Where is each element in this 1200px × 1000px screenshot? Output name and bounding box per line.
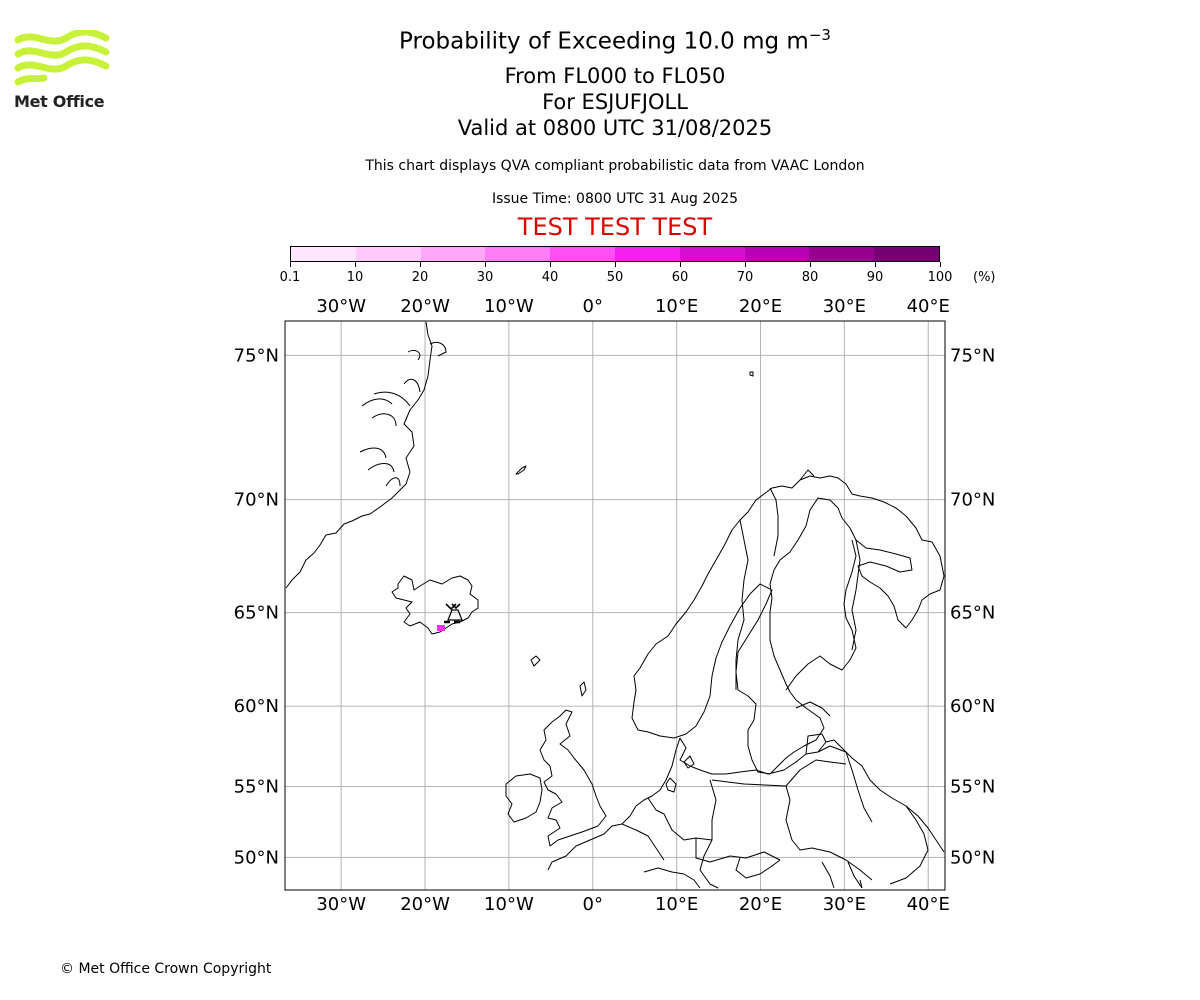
logo-wordmark: Met Office bbox=[14, 92, 105, 111]
colorbar-tick-label: 100 bbox=[927, 270, 953, 285]
colorbar-segment bbox=[355, 247, 421, 261]
colorbar-tick bbox=[744, 262, 746, 267]
colorbar-tick bbox=[354, 262, 356, 267]
latitude-label: 70°N bbox=[950, 490, 995, 511]
longitude-labels-top: 30°W 20°W 10°W 0° 10°E 20°E 30°E 40°E bbox=[316, 296, 950, 317]
longitude-label: 20°E bbox=[739, 296, 782, 317]
colorbar-segment bbox=[614, 247, 680, 261]
colorbar-segment bbox=[809, 247, 875, 261]
colorbar-tick-label: 40 bbox=[541, 270, 559, 285]
colorbar-segment bbox=[679, 247, 745, 261]
great-britain-coastline bbox=[539, 709, 607, 847]
test-banner: TEST TEST TEST bbox=[517, 213, 713, 241]
longitude-label: 10°E bbox=[655, 296, 698, 317]
colorbar-tick bbox=[289, 262, 291, 267]
latitude-label: 65°N bbox=[234, 603, 279, 624]
latitude-label: 50°N bbox=[234, 847, 279, 868]
colorbar-tick bbox=[614, 262, 616, 267]
colorbar-tick bbox=[874, 262, 876, 267]
longitude-label: 10°E bbox=[655, 894, 698, 915]
longitude-label: 30°E bbox=[823, 894, 866, 915]
colorbar-tick-label: 80 bbox=[801, 270, 819, 285]
colorbar-tick bbox=[549, 262, 551, 267]
graticule bbox=[285, 321, 945, 890]
latitude-label: 60°N bbox=[950, 696, 995, 717]
longitude-label: 30°W bbox=[316, 894, 366, 915]
volcano-symbol bbox=[444, 603, 463, 624]
longitude-label: 20°E bbox=[739, 894, 782, 915]
volcano-name: For ESJUFJOLL bbox=[542, 90, 688, 114]
continental-coastline bbox=[547, 737, 945, 871]
latitude-label: 75°N bbox=[234, 345, 279, 366]
probability-colorbar bbox=[290, 246, 940, 262]
longitude-label: 30°W bbox=[316, 296, 366, 317]
latitude-label: 50°N bbox=[950, 847, 995, 868]
colorbar-segment bbox=[744, 247, 810, 261]
chart-title: Probability of Exceeding 10.0 mg m−3 bbox=[399, 26, 831, 55]
issue-time: Issue Time: 0800 UTC 31 Aug 2025 bbox=[491, 191, 739, 207]
jan-mayen-coastline bbox=[515, 465, 527, 475]
colorbar-tick-label: 0.1 bbox=[279, 270, 301, 285]
flight-level-range: From FL000 to FL050 bbox=[504, 64, 726, 88]
colorbar-tick-label: 60 bbox=[671, 270, 689, 285]
latitude-label: 60°N bbox=[234, 696, 279, 717]
colorbar-tick bbox=[419, 262, 421, 267]
latitude-label: 55°N bbox=[234, 776, 279, 797]
latitude-label: 55°N bbox=[950, 776, 995, 797]
longitude-label: 30°E bbox=[823, 296, 866, 317]
met-office-wave-icon bbox=[14, 28, 110, 86]
map-frame bbox=[284, 320, 946, 891]
colorbar-tick bbox=[939, 262, 941, 267]
scandinavia-coastline bbox=[631, 475, 945, 775]
longitude-label: 20°W bbox=[400, 296, 450, 317]
colorbar-segment bbox=[291, 247, 356, 261]
latitude-label: 65°N bbox=[950, 603, 995, 624]
colorbar-tick-label: 10 bbox=[346, 270, 364, 285]
met-office-logo: Met Office bbox=[14, 28, 110, 114]
colorbar-segment bbox=[420, 247, 486, 261]
colorbar-unit: (%) bbox=[973, 270, 996, 285]
valid-time: Valid at 0800 UTC 31/08/2025 bbox=[457, 116, 773, 140]
colorbar-tick bbox=[679, 262, 681, 267]
longitude-labels-bottom: 30°W 20°W 10°W 0° 10°E 20°E 30°E 40°E bbox=[316, 894, 950, 915]
country-borders bbox=[621, 469, 929, 889]
colorbar-tick bbox=[484, 262, 486, 267]
colorbar-segment bbox=[485, 247, 551, 261]
longitude-label: 10°W bbox=[484, 296, 534, 317]
longitude-label: 40°E bbox=[907, 296, 950, 317]
coastlines bbox=[285, 321, 945, 889]
longitude-label: 0° bbox=[583, 296, 603, 317]
colorbar-tick-label: 90 bbox=[866, 270, 884, 285]
colorbar-segment bbox=[874, 247, 939, 261]
colorbar-tick bbox=[809, 262, 811, 267]
greenland-coastline bbox=[285, 321, 433, 589]
colorbar-tick-label: 30 bbox=[476, 270, 494, 285]
chart-subtitle: This chart displays QVA compliant probab… bbox=[365, 158, 865, 174]
iceland-coastline bbox=[391, 575, 479, 635]
colorbar-segment bbox=[550, 247, 615, 261]
copyright-notice: © Met Office Crown Copyright bbox=[60, 961, 272, 977]
latitude-label: 70°N bbox=[234, 490, 279, 511]
ash-probability-patch bbox=[437, 625, 445, 631]
latitude-labels-right: 75°N 70°N 65°N 60°N 55°N 50°N bbox=[950, 345, 995, 868]
latitude-label: 75°N bbox=[950, 345, 995, 366]
colorbar-tick-label: 20 bbox=[411, 270, 429, 285]
longitude-label: 0° bbox=[583, 894, 603, 915]
longitude-label: 40°E bbox=[907, 894, 950, 915]
ireland-coastline bbox=[505, 773, 543, 823]
latitude-labels-left: 75°N 70°N 65°N 60°N 55°N 50°N bbox=[234, 345, 279, 868]
longitude-label: 10°W bbox=[484, 894, 534, 915]
longitude-label: 20°W bbox=[400, 894, 450, 915]
colorbar-tick-label: 70 bbox=[736, 270, 754, 285]
colorbar-tick-label: 50 bbox=[606, 270, 624, 285]
